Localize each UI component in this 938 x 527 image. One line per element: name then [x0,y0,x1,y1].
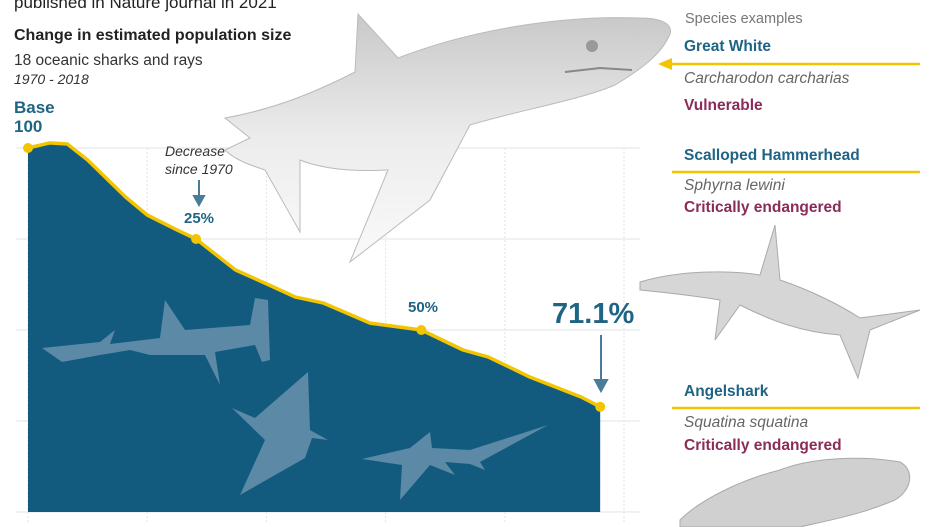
arrows [192,180,609,394]
data-point-marker [191,234,202,244]
label-50-percent: 50% [408,299,439,316]
population-area [28,142,601,512]
shark-eye [586,40,598,52]
base-label-value: 100 [14,117,43,136]
species-name-angelshark: Angelshark [684,383,769,400]
data-point-marker [416,325,427,335]
species-status-great-white: Vulnerable [684,97,763,114]
silhouettes [42,298,548,500]
chart-title: Change in estimated population size [14,27,292,44]
label-71-percent: 71.1% [552,298,635,330]
population-line [27,141,601,409]
species-status-hammerhead: Critically endangered [684,199,842,216]
species-latin-hammerhead: Sphyrna lewini [684,177,785,194]
arrow-down-icon [593,379,609,394]
arrow-left-icon [658,58,672,70]
manta-ray-silhouette-icon [232,372,328,495]
base-label: Base 100 [14,98,55,136]
species-latin-great-white: Carcharodon carcharias [684,70,850,87]
chart-subtitle: 18 oceanic sharks and rays [14,52,203,69]
species-latin-angelshark: Squatina squatina [684,414,809,431]
data-point-marker [595,401,606,412]
base-label-text: Base [14,98,55,117]
species-status-angelshark: Critically endangered [684,437,842,454]
decrease-text-2: since 1970 [165,161,233,177]
hammerhead-silhouette-icon [42,298,270,385]
decrease-annotation: Decrease since 1970 [165,142,233,178]
arrow-down-icon [192,195,206,208]
species-name-great-white: Great White [684,38,771,55]
thresher-shark-silhouette-icon [362,425,548,500]
data-point-marker [23,143,33,153]
great-white-shark-illustration [223,12,672,264]
label-25-percent: 25% [184,210,215,227]
source-note: published in Nature journal in 2021 [14,0,277,12]
angelshark-illustration [679,457,910,527]
decrease-text-1: Decrease [165,143,225,159]
chart-period: 1970 - 2018 [14,71,89,87]
species-name-hammerhead: Scalloped Hammerhead [684,147,860,164]
hammerhead-shark-illustration [639,224,921,380]
pointer-lines [658,58,920,410]
species-heading: Species examples [685,11,803,27]
